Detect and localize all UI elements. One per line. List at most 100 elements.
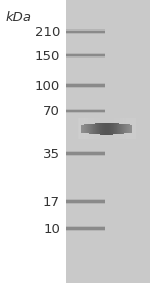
Bar (66, 111, 105, 113)
Bar (121, 118, 122, 140)
Bar (84, 118, 85, 140)
Bar (113, 123, 114, 134)
Text: 10: 10 (43, 223, 60, 236)
Bar (129, 118, 130, 140)
Bar (117, 118, 118, 140)
Bar (90, 118, 91, 140)
Bar (116, 118, 117, 140)
Bar (85, 118, 86, 140)
Bar (114, 123, 115, 134)
Bar (115, 118, 116, 140)
Text: kDa: kDa (6, 11, 32, 24)
Bar (99, 118, 100, 140)
Bar (66, 29, 105, 32)
Bar (84, 125, 85, 133)
Bar (83, 118, 84, 140)
Bar (109, 118, 110, 140)
Bar (125, 118, 126, 140)
Bar (93, 124, 94, 134)
Bar (96, 123, 97, 134)
Bar (66, 227, 105, 230)
Bar (128, 118, 129, 140)
Bar (110, 118, 111, 140)
Bar (96, 118, 97, 140)
Bar (91, 124, 92, 134)
Bar (83, 125, 84, 133)
Bar (86, 124, 87, 133)
Bar (105, 118, 106, 140)
Bar (89, 118, 90, 140)
Bar (82, 125, 83, 133)
Bar (119, 124, 120, 134)
Bar (94, 118, 95, 140)
Bar (123, 124, 124, 134)
Bar (94, 123, 95, 134)
Bar (90, 124, 91, 134)
Bar (88, 124, 89, 134)
Bar (66, 85, 105, 88)
Bar (66, 83, 105, 85)
Bar (120, 118, 121, 140)
Bar (101, 118, 102, 140)
Bar (66, 84, 105, 87)
Bar (126, 124, 127, 133)
Bar (100, 123, 101, 134)
Bar (66, 199, 105, 201)
Bar (119, 118, 120, 140)
Bar (88, 118, 89, 140)
Text: 100: 100 (35, 80, 60, 93)
Bar (99, 123, 100, 134)
Bar (98, 118, 99, 140)
Bar (81, 125, 82, 133)
Text: 35: 35 (43, 148, 60, 161)
Bar (114, 118, 115, 140)
Bar (112, 123, 113, 134)
Bar (116, 123, 117, 134)
Bar (95, 118, 96, 140)
Bar (104, 123, 105, 135)
Bar (107, 123, 108, 135)
Bar (66, 226, 105, 228)
Bar (85, 124, 86, 133)
Bar (92, 124, 93, 134)
Bar (113, 118, 114, 140)
Bar (102, 118, 103, 140)
Bar (118, 118, 119, 140)
Bar (130, 125, 131, 133)
Bar (89, 124, 90, 134)
Bar (93, 118, 94, 140)
Bar (66, 228, 105, 231)
Bar (86, 118, 87, 140)
Bar (81, 118, 82, 140)
Bar (82, 118, 83, 140)
Bar (66, 109, 105, 111)
Bar (66, 31, 105, 33)
Bar (129, 125, 130, 133)
Bar (97, 118, 98, 140)
Bar (102, 123, 103, 135)
Text: 210: 210 (35, 26, 60, 39)
Bar (112, 118, 113, 140)
Bar (135, 118, 136, 140)
Text: 150: 150 (35, 50, 60, 63)
Bar (66, 151, 105, 153)
Bar (66, 110, 105, 112)
Bar (122, 124, 123, 134)
Bar (103, 118, 104, 140)
Bar (121, 124, 122, 134)
Bar (127, 118, 128, 140)
Bar (66, 32, 105, 34)
Bar (128, 125, 129, 133)
Bar (100, 118, 101, 140)
Bar (92, 118, 93, 140)
Bar (92, 118, 93, 140)
Bar (123, 118, 124, 140)
Bar (66, 201, 105, 204)
Bar (79, 118, 80, 140)
Bar (97, 123, 98, 134)
Bar (101, 123, 102, 134)
Bar (107, 118, 108, 140)
Bar (122, 118, 123, 140)
Bar (111, 118, 112, 140)
Bar (131, 125, 132, 133)
